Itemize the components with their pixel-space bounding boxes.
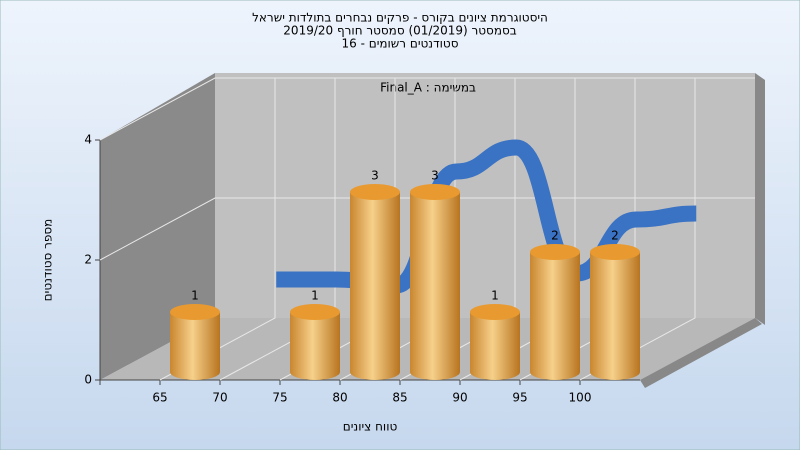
x-tick-label: 85 [392, 391, 407, 405]
bar [410, 184, 460, 380]
bar-top [290, 304, 340, 320]
bar-top [530, 244, 580, 260]
title-line: בסמסטר (01/2019) סמסטר חורף 2019/20 [283, 24, 516, 38]
y-tick-label: 4 [84, 133, 92, 147]
x-axis-label: טווח ציונים [343, 420, 398, 434]
y-tick-label: 2 [84, 253, 92, 267]
bar-top [470, 304, 520, 320]
value-label: 1 [311, 289, 319, 303]
bar-body [530, 252, 580, 380]
bar-top [170, 304, 220, 320]
value-label: 2 [551, 229, 559, 243]
bar-body [170, 312, 220, 380]
bar-top [410, 184, 460, 200]
bar [290, 304, 340, 380]
bar-body [350, 192, 400, 380]
bar-top [590, 244, 640, 260]
x-tick-label: 75 [272, 391, 287, 405]
value-label: 1 [191, 289, 199, 303]
left-wall [100, 73, 215, 380]
title: היסטוגרמת ציונים בקורס - פרקים נבחרים בת… [252, 11, 548, 51]
bar [530, 244, 580, 380]
bar [590, 244, 640, 380]
value-label: 1 [491, 289, 499, 303]
x-tick-label: 80 [332, 391, 347, 405]
value-label: 3 [431, 169, 439, 183]
x-tick-label: 70 [212, 391, 227, 405]
bar-body [290, 312, 340, 380]
bar-body [590, 252, 640, 380]
bar [170, 304, 220, 380]
x-tick-label: 95 [512, 391, 527, 405]
bar-body [470, 312, 520, 380]
bar [350, 184, 400, 380]
title-line: היסטוגרמת ציונים בקורס - פרקים נבחרים בת… [252, 11, 548, 25]
value-label: 2 [611, 229, 619, 243]
y-axis-label: מספר סטודנטים [41, 219, 55, 302]
x-tick-label: 90 [452, 391, 467, 405]
value-label: 3 [371, 169, 379, 183]
bar-top [350, 184, 400, 200]
annotation: במשימה : Final_A [380, 81, 476, 95]
bar [470, 304, 520, 380]
bar-body [410, 192, 460, 380]
x-tick-label: 65 [152, 391, 167, 405]
y-tick-label: 0 [84, 373, 92, 387]
x-tick-label: 100 [569, 391, 592, 405]
wall-edge [755, 73, 765, 325]
floor-edge [640, 318, 762, 388]
title-line: סטודנטים רשומים - 16 [341, 37, 458, 51]
